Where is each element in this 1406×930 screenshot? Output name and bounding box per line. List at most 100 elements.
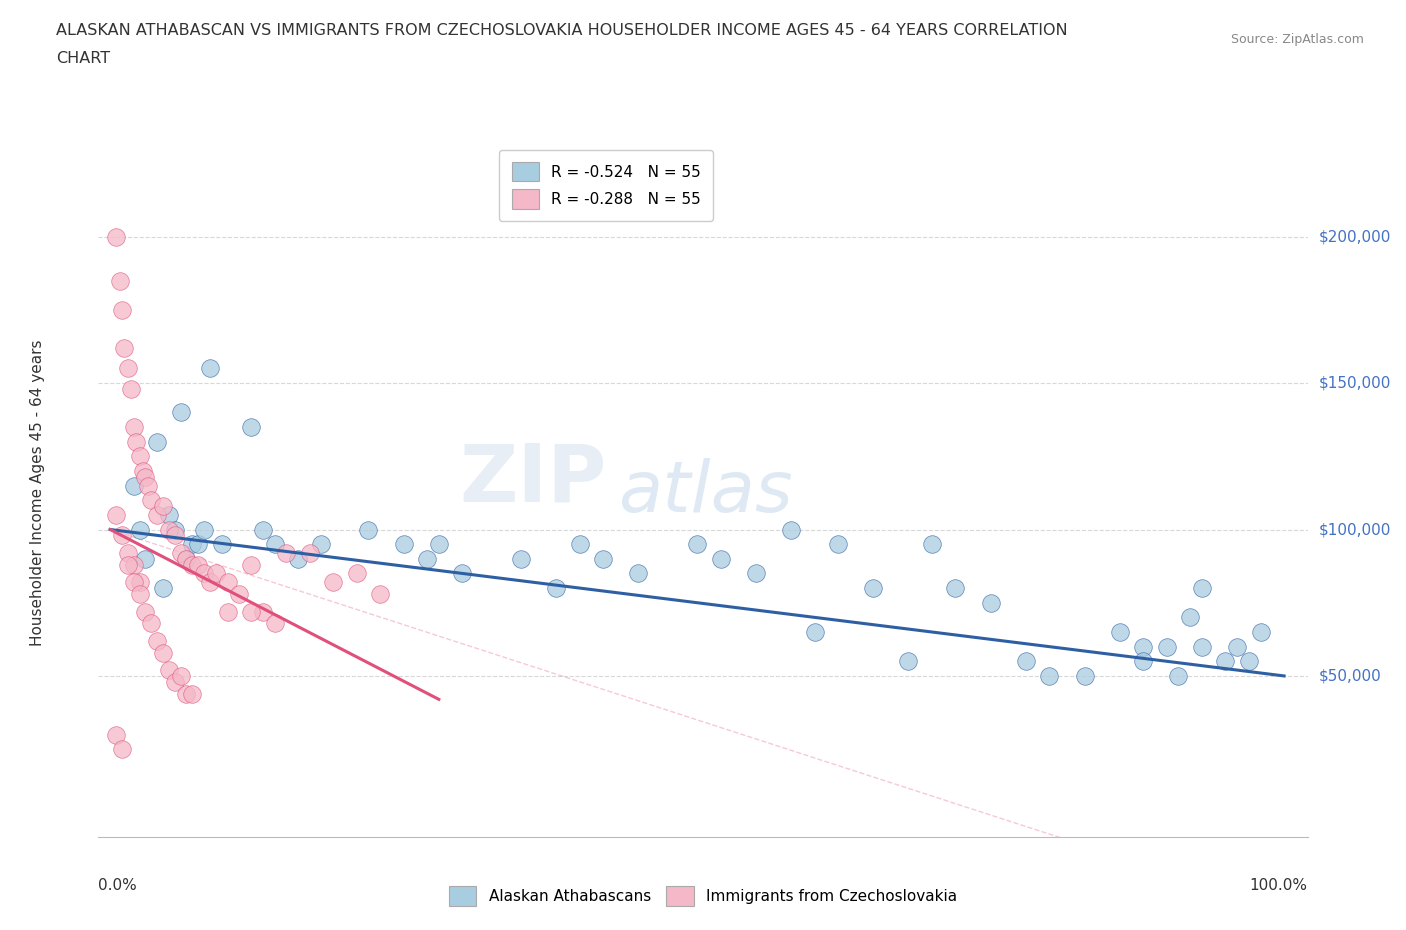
Point xyxy=(1191,639,1213,654)
Point xyxy=(111,742,134,757)
Text: $200,000: $200,000 xyxy=(1319,229,1391,245)
Text: CHART: CHART xyxy=(56,51,110,66)
Point xyxy=(368,587,391,602)
Point xyxy=(211,537,233,551)
Point xyxy=(945,580,967,595)
Text: ALASKAN ATHABASCAN VS IMMIGRANTS FROM CZECHOSLOVAKIA HOUSEHOLDER INCOME AGES 45 : ALASKAN ATHABASCAN VS IMMIGRANTS FROM CZ… xyxy=(56,23,1069,38)
Point xyxy=(134,604,156,619)
Point xyxy=(111,302,134,317)
Point xyxy=(163,522,186,537)
Point xyxy=(122,478,145,493)
Point xyxy=(627,566,650,581)
Point xyxy=(181,537,204,551)
Point xyxy=(1237,654,1260,669)
Point xyxy=(122,419,145,434)
Text: Householder Income Ages 45 - 64 years: Householder Income Ages 45 - 64 years xyxy=(31,339,45,646)
Point xyxy=(1132,654,1154,669)
Point xyxy=(217,604,239,619)
Point xyxy=(1215,654,1237,669)
Point xyxy=(187,557,209,572)
Point xyxy=(152,645,174,660)
Point xyxy=(128,522,150,537)
Point xyxy=(592,551,614,566)
Point xyxy=(134,551,156,566)
Point xyxy=(193,566,215,581)
Point xyxy=(136,478,159,493)
Point xyxy=(117,546,139,561)
Point xyxy=(1156,639,1178,654)
Point xyxy=(134,470,156,485)
Point xyxy=(125,434,148,449)
Point xyxy=(105,508,128,523)
Point xyxy=(141,616,163,631)
Point xyxy=(122,557,145,572)
Point xyxy=(108,273,131,288)
Point xyxy=(276,546,298,561)
Point xyxy=(176,551,198,566)
Point xyxy=(1180,610,1202,625)
Point xyxy=(240,419,263,434)
Point xyxy=(451,566,474,581)
Point xyxy=(1191,580,1213,595)
Text: 100.0%: 100.0% xyxy=(1250,878,1308,894)
Point xyxy=(117,361,139,376)
Point xyxy=(1250,625,1272,640)
Point xyxy=(827,537,849,551)
Text: Source: ZipAtlas.com: Source: ZipAtlas.com xyxy=(1230,33,1364,46)
Point xyxy=(357,522,380,537)
Point xyxy=(122,575,145,590)
Point xyxy=(311,537,333,551)
Point xyxy=(120,381,142,396)
Point xyxy=(710,551,733,566)
Point xyxy=(128,575,150,590)
Point xyxy=(1073,669,1095,684)
Point xyxy=(204,566,226,581)
Point xyxy=(146,633,169,648)
Point xyxy=(346,566,368,581)
Text: $100,000: $100,000 xyxy=(1319,522,1391,537)
Point xyxy=(240,604,263,619)
Text: atlas: atlas xyxy=(619,458,793,527)
Point xyxy=(117,557,139,572)
Point xyxy=(568,537,591,551)
Point xyxy=(169,669,191,684)
Point xyxy=(252,604,274,619)
Point xyxy=(510,551,533,566)
Point xyxy=(1226,639,1249,654)
Point xyxy=(187,537,209,551)
Point xyxy=(322,575,344,590)
Point xyxy=(128,449,150,464)
Point xyxy=(146,434,169,449)
Point xyxy=(157,663,180,678)
Text: 0.0%: 0.0% xyxy=(98,878,138,894)
Point xyxy=(240,557,263,572)
Point xyxy=(686,537,709,551)
Point xyxy=(416,551,439,566)
Point xyxy=(146,508,169,523)
Point xyxy=(132,463,155,478)
Point xyxy=(1167,669,1189,684)
Point xyxy=(163,674,186,689)
Point xyxy=(169,546,191,561)
Point xyxy=(111,528,134,543)
Point xyxy=(105,727,128,742)
Point xyxy=(152,498,174,513)
Point xyxy=(228,587,250,602)
Point xyxy=(217,575,239,590)
Point xyxy=(1132,639,1154,654)
Point xyxy=(128,587,150,602)
Point xyxy=(169,405,191,419)
Point xyxy=(157,508,180,523)
Point xyxy=(921,537,943,551)
Point xyxy=(263,537,285,551)
Point xyxy=(287,551,309,566)
Point xyxy=(745,566,768,581)
Point xyxy=(298,546,321,561)
Point xyxy=(780,522,803,537)
Point xyxy=(105,229,128,244)
Text: $150,000: $150,000 xyxy=(1319,376,1391,391)
Point xyxy=(181,686,204,701)
Point xyxy=(392,537,415,551)
Point xyxy=(163,528,186,543)
Point xyxy=(176,551,198,566)
